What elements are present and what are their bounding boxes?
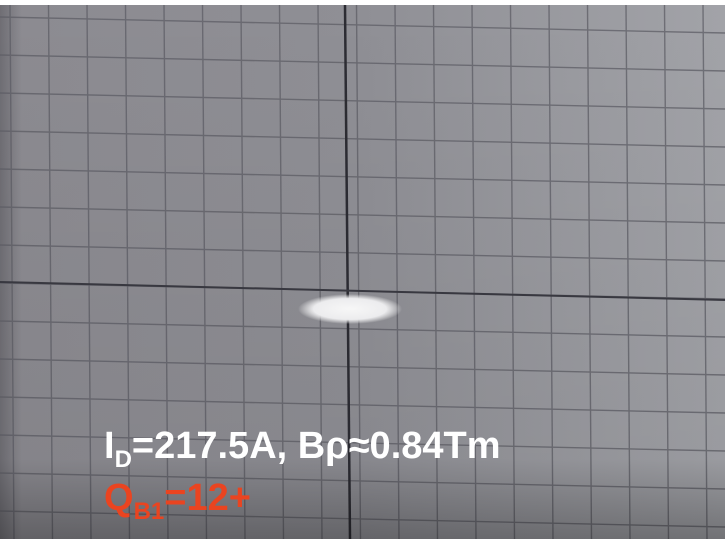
- subscript: D: [115, 446, 132, 473]
- label-text: =12+: [164, 477, 251, 519]
- label-text: =217.5A, Bρ≈0.84Tm: [132, 425, 501, 467]
- beam-viewer: ID=217.5A, Bρ≈0.84Tm QB1=12+: [0, 0, 725, 539]
- current-label: ID=217.5A, Bρ≈0.84Tm: [104, 425, 501, 473]
- symbol: Q: [104, 477, 134, 519]
- charge-label: QB1=12+: [104, 477, 251, 525]
- symbol: I: [104, 425, 115, 467]
- subscript: B1: [134, 498, 165, 525]
